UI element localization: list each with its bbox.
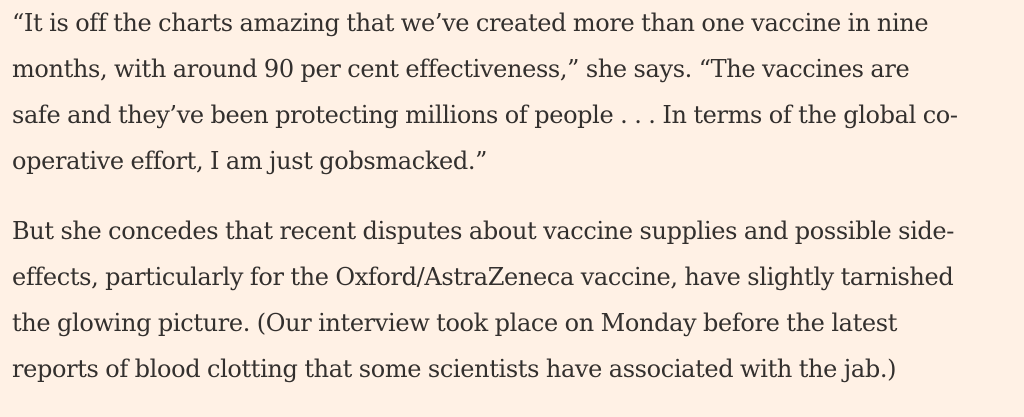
paragraph-line: the glowing picture. (Our interview took… [12,309,898,337]
paragraph-line: safe and they’ve been protecting million… [12,101,958,129]
paragraph-line: effects, particularly for the Oxford/Ast… [12,263,954,291]
paragraph-line: operative effort, I am just gobsmacked.” [12,147,488,175]
paragraph-line: But she concedes that recent disputes ab… [12,217,955,245]
paragraph-line: “It is off the charts amazing that we’ve… [12,9,929,37]
concession-paragraph: But she concedes that recent disputes ab… [12,208,1020,392]
article-body: “It is off the charts amazing that we’ve… [12,0,1020,392]
quote-paragraph: “It is off the charts amazing that we’ve… [12,0,1020,184]
paragraph-line: months, with around 90 per cent effectiv… [12,55,910,83]
paragraph-line: reports of blood clotting that some scie… [12,355,897,383]
